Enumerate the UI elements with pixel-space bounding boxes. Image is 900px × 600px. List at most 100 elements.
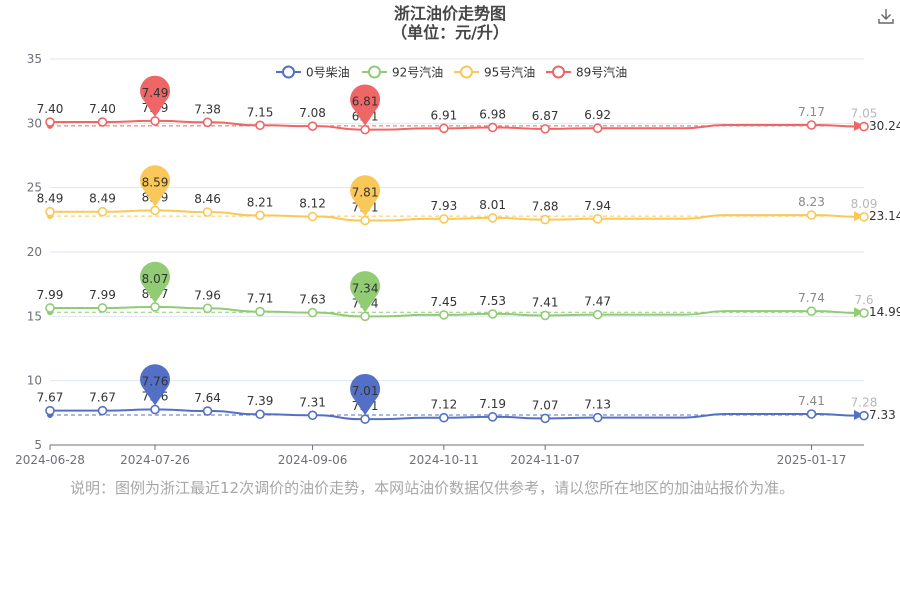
data-label: 7.74 bbox=[798, 291, 825, 305]
y-tick-label: 35 bbox=[27, 52, 42, 66]
chart-title: 浙江油价走势图 （单位：元/升） bbox=[0, 4, 900, 42]
data-point bbox=[360, 311, 370, 322]
data-label: 7.12 bbox=[431, 398, 458, 412]
data-point bbox=[97, 303, 108, 313]
y-tick-label: 10 bbox=[27, 374, 42, 388]
data-point bbox=[439, 412, 449, 423]
min-pin: 7.34 bbox=[350, 271, 381, 313]
x-axis: 2024-06-28 2024-07-26 2024-09-06 2024-10-11… bbox=[15, 444, 864, 467]
legend-marker bbox=[368, 65, 381, 79]
data-point bbox=[439, 214, 449, 224]
y-tick-label: 15 bbox=[27, 309, 42, 323]
data-label: 7.45 bbox=[431, 295, 458, 309]
data-point bbox=[255, 120, 265, 131]
series-3: 30.24 7.40 7.40 7.49 7.38 7.15 7.08 6.81 6.91 6.9… bbox=[37, 75, 900, 135]
data-label: 6.92 bbox=[584, 108, 611, 122]
max-pin-shape bbox=[140, 75, 171, 117]
series-0: 7.33 7.67 7.67 7.76 7.64 7.39 7.31 7.01 7.12 7.19… bbox=[37, 364, 896, 424]
average-line-arrow bbox=[854, 120, 864, 131]
data-label: 7.31 bbox=[299, 395, 326, 409]
data-point bbox=[255, 409, 265, 420]
data-point bbox=[150, 404, 160, 415]
data-label: 7.05 bbox=[851, 107, 878, 121]
data-point bbox=[97, 206, 108, 217]
data-point bbox=[540, 214, 550, 225]
legend-label: 92号汽油 bbox=[392, 65, 443, 80]
x-tick-label: 2025-01-17 bbox=[777, 453, 847, 467]
series-line bbox=[50, 305, 864, 318]
min-pin-shape bbox=[350, 373, 381, 416]
data-point bbox=[360, 124, 370, 135]
data-point bbox=[150, 302, 160, 312]
max-pin-label: 7.49 bbox=[142, 86, 169, 100]
average-value-label: 7.33 bbox=[869, 408, 896, 422]
data-label: 7.41 bbox=[532, 295, 559, 309]
y-tick-label: 25 bbox=[27, 181, 42, 195]
max-pin-label: 8.59 bbox=[142, 175, 169, 189]
data-label: 8.49 bbox=[37, 192, 64, 206]
min-pin-shape bbox=[350, 84, 381, 126]
x-tick-label: 2024-07-26 bbox=[120, 453, 190, 467]
data-label: 8.49 bbox=[89, 192, 116, 206]
average-value-label: 23.14 bbox=[869, 209, 900, 223]
data-point bbox=[202, 303, 213, 314]
chart-title-unit: （单位：元/升） bbox=[391, 23, 509, 42]
series-line bbox=[50, 408, 864, 421]
data-label: 7.93 bbox=[431, 199, 458, 213]
legend-marker bbox=[552, 65, 565, 79]
data-point bbox=[202, 406, 213, 416]
max-pin: 8.07 bbox=[140, 261, 171, 303]
average-line-arrow bbox=[854, 409, 864, 420]
x-tick-label: 2024-11-07 bbox=[510, 453, 580, 467]
data-point bbox=[806, 409, 817, 419]
data-label: 7.6 bbox=[854, 293, 873, 307]
data-label: 6.91 bbox=[431, 108, 458, 122]
series-line bbox=[50, 119, 864, 131]
data-label: 7.99 bbox=[37, 288, 64, 302]
data-point bbox=[540, 310, 550, 321]
data-label: 7.53 bbox=[479, 294, 506, 308]
data-point bbox=[45, 303, 55, 313]
legend-label: 95号汽油 bbox=[484, 65, 535, 80]
data-point bbox=[439, 123, 449, 134]
download-icon[interactable] bbox=[876, 6, 896, 26]
data-point bbox=[592, 214, 603, 224]
chart-title-main: 浙江油价走势图 bbox=[393, 4, 506, 23]
legend: 0号柴油 92号汽油 95号汽油 89号汽油 bbox=[276, 65, 627, 80]
data-point bbox=[255, 306, 265, 317]
data-point bbox=[45, 405, 55, 416]
y-axis: 5 10 15 20 25 30 35 bbox=[27, 52, 864, 452]
data-label: 8.01 bbox=[479, 198, 506, 212]
average-value-label: 30.24 bbox=[869, 119, 900, 133]
max-pin: 7.49 bbox=[140, 75, 171, 117]
data-point bbox=[307, 307, 318, 318]
max-pin-shape bbox=[140, 261, 171, 303]
data-label: 7.47 bbox=[584, 295, 611, 309]
y-tick-label: 20 bbox=[27, 245, 42, 259]
data-point bbox=[859, 121, 869, 132]
data-point bbox=[859, 212, 869, 222]
data-label: 8.46 bbox=[194, 192, 221, 206]
series-line bbox=[50, 209, 864, 222]
average-line-arrow bbox=[854, 307, 864, 318]
data-point bbox=[97, 117, 108, 127]
data-label: 8.12 bbox=[299, 196, 326, 210]
data-point bbox=[45, 117, 55, 127]
max-pin-label: 7.76 bbox=[142, 374, 169, 388]
data-point bbox=[150, 205, 160, 216]
min-pin-label: 7.34 bbox=[352, 281, 379, 295]
data-label: 7.28 bbox=[851, 396, 878, 410]
data-label: 7.88 bbox=[532, 200, 559, 214]
min-pin-label: 7.81 bbox=[352, 185, 379, 199]
x-tick-label: 2024-06-28 bbox=[15, 453, 85, 467]
x-tick-label: 2024-10-11 bbox=[409, 453, 479, 467]
data-point bbox=[487, 309, 498, 319]
data-point bbox=[360, 414, 370, 424]
max-pin: 8.59 bbox=[140, 165, 171, 207]
x-tick-label: 2024-09-06 bbox=[278, 453, 348, 467]
data-point bbox=[360, 215, 370, 226]
min-pin: 7.01 bbox=[350, 373, 381, 416]
min-pin-label: 6.81 bbox=[352, 95, 379, 109]
data-label: 7.13 bbox=[584, 398, 611, 412]
data-label: 6.98 bbox=[479, 107, 506, 121]
